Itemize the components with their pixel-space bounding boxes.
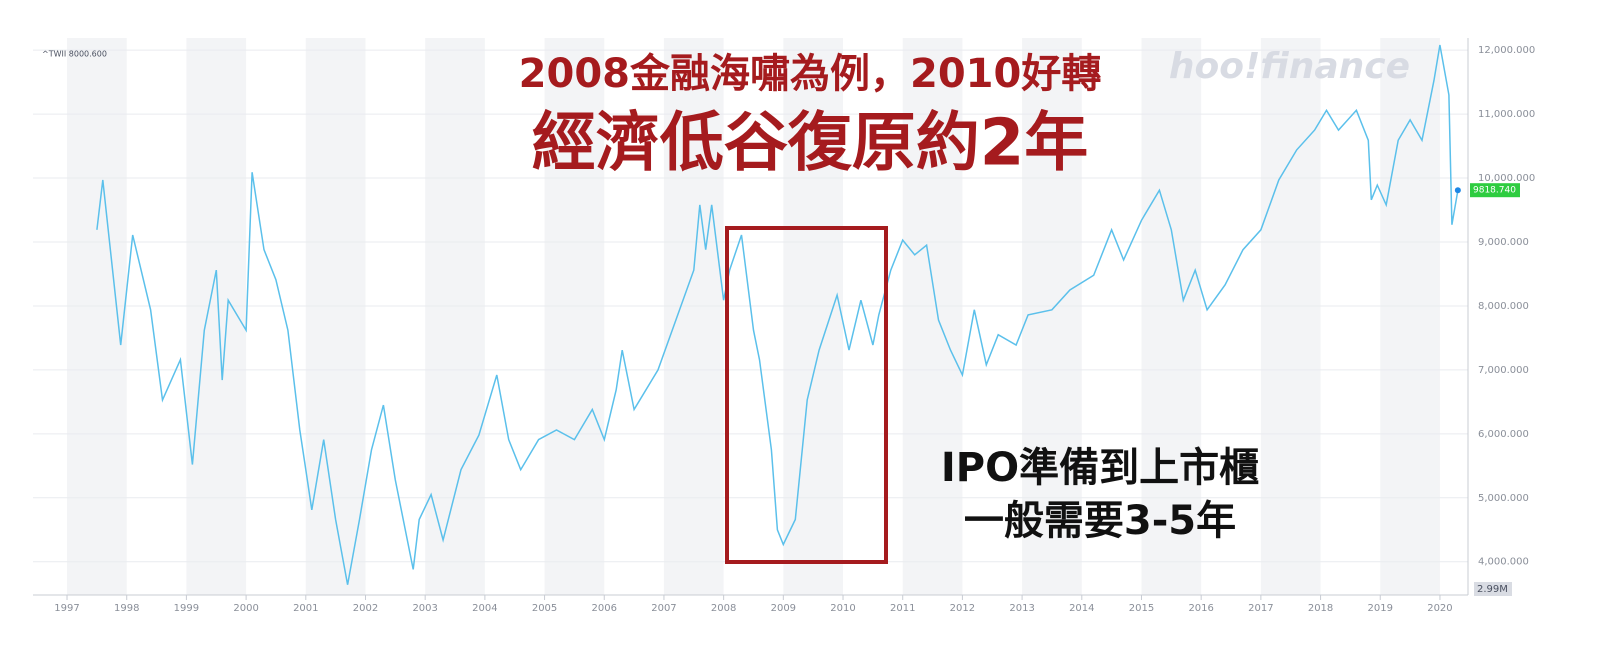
x-tick-label: 1998 <box>114 603 139 614</box>
y-tick-label: 10,000.000 <box>1478 173 1535 184</box>
x-tick-label: 2004 <box>472 603 497 614</box>
y-tick-label: 12,000.000 <box>1478 45 1535 56</box>
x-tick-label: 2003 <box>412 603 437 614</box>
year-band <box>902 38 963 595</box>
annotation: 一般需要3-5年 <box>964 498 1236 544</box>
x-tick-label: 2017 <box>1248 603 1273 614</box>
x-tick-label: 2012 <box>950 603 975 614</box>
x-tick-label: 2020 <box>1427 603 1452 614</box>
x-tick-label: 2001 <box>293 603 318 614</box>
year-band <box>67 38 127 595</box>
legend-label: ^TWII 8000.600 <box>42 50 107 59</box>
volume-label-bg <box>1474 582 1512 596</box>
last-label: 9818.740 <box>1473 186 1516 196</box>
chart-title: 2008金融海嘯為例，2010好轉 <box>519 51 1102 97</box>
chart-subtitle: 經濟低谷復原約2年 <box>532 107 1089 181</box>
plot-area <box>33 38 1468 595</box>
x-tick-label: 2000 <box>233 603 258 614</box>
annotation: IPO準備到上市櫃 <box>941 445 1259 491</box>
background <box>33 38 1469 600</box>
highlight-box <box>725 226 888 564</box>
x-tick-label: 2008 <box>711 603 736 614</box>
y-tick-label: 4,000.000 <box>1478 557 1529 568</box>
x-tick-label: 2006 <box>592 603 617 614</box>
x-tick-label: 2007 <box>651 603 676 614</box>
year-band <box>783 38 844 595</box>
year-band <box>186 38 247 595</box>
year-band <box>663 38 724 595</box>
year-band <box>1141 38 1202 595</box>
x-tick-label: 2015 <box>1129 603 1154 614</box>
year-band <box>544 38 605 595</box>
y-tick-label: 9,000.000 <box>1478 237 1529 248</box>
y-tick-label: 6,000.000 <box>1478 429 1529 440</box>
plot <box>96 44 1461 585</box>
x-tick-label: 2014 <box>1069 603 1094 614</box>
last-point <box>1454 187 1461 194</box>
x-tick-label: 1999 <box>174 603 199 614</box>
price-line <box>96 44 1459 585</box>
x-tick-label: 2002 <box>353 603 378 614</box>
year-band <box>425 38 485 595</box>
volume-label: 2.99M <box>1477 584 1508 595</box>
y-tick-label: 11,000.000 <box>1478 109 1535 120</box>
x-tick-label: 2019 <box>1368 603 1393 614</box>
x-tick-label: 1997 <box>54 603 79 614</box>
year-band <box>305 38 366 595</box>
year-band <box>1022 38 1082 595</box>
last-label-bg <box>1470 183 1520 198</box>
x-tick-label: 2011 <box>890 603 915 614</box>
y-tick-label: 8,000.000 <box>1478 301 1529 312</box>
year-band <box>1380 38 1440 595</box>
x-tick-label: 2010 <box>830 603 855 614</box>
x-tick-label: 2016 <box>1188 603 1213 614</box>
y-tick-label: 7,000.000 <box>1478 365 1529 376</box>
x-tick-label: 2018 <box>1308 603 1333 614</box>
watermark: hoo!finance <box>1169 46 1410 87</box>
x-tick-label: 2013 <box>1009 603 1034 614</box>
y-tick-label: 5,000.000 <box>1478 493 1529 504</box>
x-tick-label: 2005 <box>532 603 557 614</box>
x-tick-label: 2009 <box>771 603 796 614</box>
year-band <box>1260 38 1321 595</box>
